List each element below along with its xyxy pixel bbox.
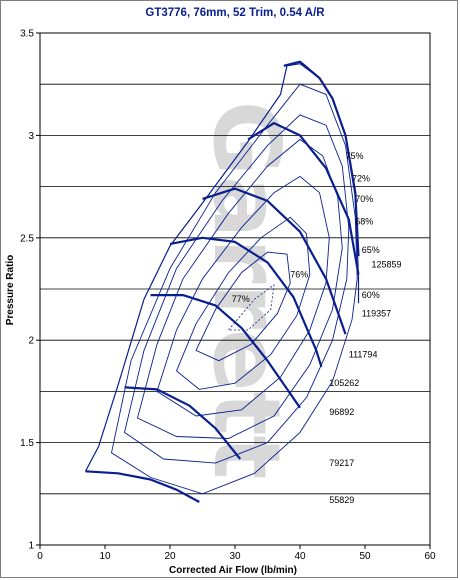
watermark-text: Garrett (193, 101, 300, 480)
y-tick-label: 2 (28, 336, 34, 347)
speed-label-105262: 105262 (329, 378, 359, 388)
y-tick-label: 2.5 (20, 233, 34, 244)
chart-title: GT3776, 76mm, 52 Trim, 0.54 A/R (145, 7, 325, 19)
efficiency-label: 75% (346, 151, 364, 161)
annotations: 55829 79217 96892 105262 111794 119357 125859 7… (232, 151, 402, 505)
x-tick-label: 20 (164, 551, 176, 562)
efficiency-label: 70% (355, 194, 373, 204)
efficiency-label: 76% (290, 270, 308, 280)
efficiency-island-2 (123, 114, 350, 464)
watermark-logo: Garrett (193, 101, 300, 480)
grid-lines (40, 83, 430, 495)
efficiency-islands (110, 83, 358, 495)
efficiency-label: 77% (232, 294, 250, 304)
x-tick-label: 30 (229, 551, 241, 562)
speed-label-111794: 111794 (349, 350, 378, 360)
speed-line-119357 (247, 122, 360, 275)
surge-line (84, 63, 360, 472)
efficiency-island-1 (110, 83, 358, 495)
efficiency-label: 72% (352, 173, 370, 183)
x-axis-label: Corrected Air Flow (lb/min) (169, 565, 297, 576)
y-axis-label: Pressure Ratio (5, 255, 16, 326)
y-tick-label: 1 (28, 541, 34, 552)
speed-line-105262 (169, 236, 323, 368)
efficiency-island-4 (156, 175, 330, 417)
speed-label-119357: 119357 (362, 309, 391, 319)
x-tick-label: 10 (99, 551, 111, 562)
speed-label-125859: 125859 (372, 259, 402, 269)
y-tick-label: 1.5 (20, 438, 34, 449)
efficiency-island-5 (175, 216, 311, 390)
x-tick-label: 50 (359, 551, 371, 562)
speed-line-111794 (202, 187, 347, 335)
speed-line-79217 (124, 386, 242, 460)
efficiency-island-6 (195, 251, 291, 362)
x-tick-label: 0 (37, 551, 43, 562)
speed-label-55829: 55829 (329, 495, 354, 505)
speed-line-55829 (85, 470, 200, 503)
x-tick-label: 60 (424, 551, 436, 562)
speed-line-96892 (150, 294, 301, 409)
x-tick-label: 40 (294, 551, 306, 562)
y-tick-label: 3.5 (20, 29, 34, 40)
speed-lines (84, 60, 360, 503)
speed-label-96892: 96892 (329, 407, 354, 417)
efficiency-label: 60% (362, 290, 380, 300)
speed-label-79217: 79217 (329, 458, 354, 468)
y-tick-label: 3 (28, 131, 34, 142)
axis-ticks: 0 10 20 30 40 50 60 1 1.5 2 2.5 3 3.5 (20, 29, 436, 563)
efficiency-label: 68% (355, 216, 373, 226)
efficiency-island-inner (227, 284, 275, 331)
efficiency-label: 65% (362, 245, 380, 255)
